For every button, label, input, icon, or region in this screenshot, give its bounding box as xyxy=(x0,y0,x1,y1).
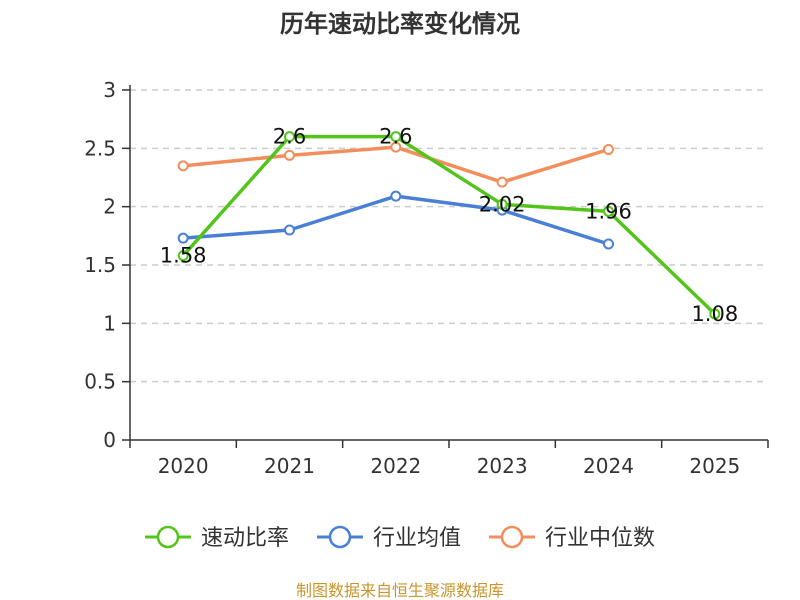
data-label-0-2024: 1.96 xyxy=(585,199,632,223)
y-tick-label-4: 2 xyxy=(103,195,116,219)
legend-swatch-marker-1 xyxy=(328,525,352,549)
data-label-0-2022: 2.6 xyxy=(379,125,412,149)
data-label-0-2021: 2.6 xyxy=(273,125,306,149)
x-tick-label-2020: 2020 xyxy=(158,454,209,478)
legend-label-1: 行业均值 xyxy=(373,526,461,551)
legend-label-2: 行业中位数 xyxy=(545,526,655,551)
data-label-0-2020: 1.58 xyxy=(160,244,207,268)
data-label-0-2025: 1.08 xyxy=(691,302,738,326)
series-line-0 xyxy=(181,134,717,316)
series-line-1 xyxy=(181,194,611,246)
data-point-0-2025[interactable] xyxy=(709,308,721,320)
y-tick-label-0: 0 xyxy=(103,428,116,452)
axes: 0 0.5 1 1.5 2 2.5 3 2020 2021 2022 2023 2024 2025 xyxy=(84,78,769,478)
data-labels: 1.58 2.6 2.6 2.02 1.96 1.08 xyxy=(160,125,738,326)
legend-swatch-marker-2 xyxy=(500,525,524,549)
legend-item-0[interactable]: 速动比率 xyxy=(145,525,289,551)
data-point-0-2022[interactable] xyxy=(390,131,402,143)
data-point-2-2024[interactable] xyxy=(603,144,614,155)
series-0 xyxy=(177,131,721,320)
x-tick-label-2024: 2024 xyxy=(583,454,634,478)
data-point-0-2024[interactable] xyxy=(603,205,614,217)
legend-swatch-marker-0 xyxy=(156,525,180,549)
x-tick-label-2023: 2023 xyxy=(477,454,528,478)
legend-label-0: 速动比率 xyxy=(201,526,289,551)
y-tick-label-1: 0.5 xyxy=(84,370,116,394)
legend[interactable]: 速动比率 行业均值 行业中位数 xyxy=(145,525,655,551)
legend-item-1[interactable]: 行业均值 xyxy=(317,525,461,551)
data-point-1-2024[interactable] xyxy=(603,238,614,250)
data-point-2-2023[interactable] xyxy=(496,176,508,188)
data-point-2-2021[interactable] xyxy=(284,149,295,161)
data-label-0-2023: 2.02 xyxy=(479,192,526,216)
data-point-1-2022[interactable] xyxy=(390,190,402,202)
data-point-1-2020[interactable] xyxy=(177,232,189,244)
x-tick-label-2021: 2021 xyxy=(264,454,315,478)
series-2 xyxy=(177,141,614,188)
data-point-1-2021[interactable] xyxy=(284,224,295,236)
series-lines xyxy=(177,131,721,320)
y-tick-label-5: 2.5 xyxy=(84,136,116,160)
x-tick-label-2022: 2022 xyxy=(370,454,421,478)
data-point-2-2020[interactable] xyxy=(177,160,189,172)
x-tick-label-2025: 2025 xyxy=(689,454,740,478)
legend-item-2[interactable]: 行业中位数 xyxy=(489,525,655,551)
data-point-0-2023[interactable] xyxy=(496,198,508,210)
chart-title: 历年速动比率变化情况 xyxy=(280,10,520,38)
data-point-0-2020[interactable] xyxy=(177,250,189,262)
y-tick-label-3: 1.5 xyxy=(84,253,116,277)
y-tick-label-2: 1 xyxy=(103,311,116,335)
source-note: 制图数据来自恒生聚源数据库 xyxy=(296,581,504,600)
series-1 xyxy=(177,190,614,250)
data-point-0-2021[interactable] xyxy=(284,131,295,143)
y-tick-label-6: 3 xyxy=(103,78,116,102)
data-point-2-2022[interactable] xyxy=(390,141,402,153)
